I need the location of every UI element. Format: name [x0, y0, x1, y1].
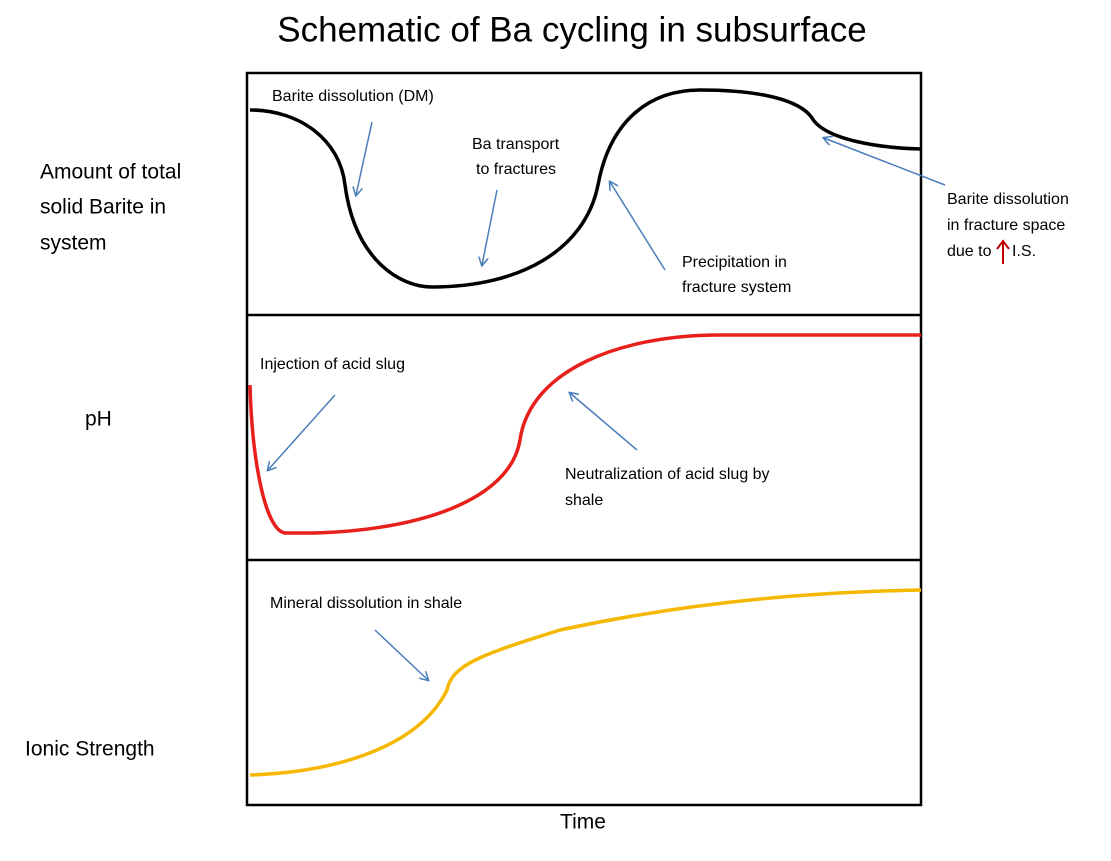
panel-label: system: [40, 232, 107, 255]
arrow: [570, 393, 638, 451]
annotation: I.S.: [1012, 243, 1036, 260]
arrows: [268, 121, 946, 680]
annotation: shale: [565, 492, 603, 509]
panel-label: Amount of total: [40, 161, 181, 184]
x-label: Time: [560, 811, 606, 834]
annotation: to fractures: [476, 161, 556, 178]
panel-label: Ionic Strength: [25, 738, 155, 761]
arrow: [482, 189, 498, 265]
barite-curve: [249, 88, 922, 289]
annotation: Ba transport: [472, 136, 560, 153]
ionic-strength-curve: [249, 588, 922, 777]
ph-curve: [248, 333, 921, 535]
panel-label: solid Barite in: [40, 196, 166, 219]
increase-arrow: [996, 239, 1010, 264]
annotation: due to: [947, 243, 992, 260]
annotation: in fracture space: [947, 217, 1065, 234]
title: Schematic of Ba cycling in subsurface: [277, 10, 866, 49]
annotation: Injection of acid slug: [260, 356, 405, 373]
annotation: Mineral dissolution in shale: [270, 595, 462, 612]
annotation: Neutralization of acid slug by: [565, 466, 770, 483]
annotation: Precipitation in: [682, 254, 787, 271]
arrow: [610, 182, 666, 271]
annotation: Barite dissolution: [947, 191, 1069, 208]
arrow: [356, 121, 373, 195]
arrow: [268, 394, 336, 470]
annotation: fracture system: [682, 279, 791, 296]
annotation: Barite dissolution (DM): [272, 88, 434, 105]
arrow: [824, 138, 946, 186]
panel-label: pH: [85, 408, 112, 431]
frame: [245, 71, 923, 807]
arrow: [374, 629, 428, 680]
